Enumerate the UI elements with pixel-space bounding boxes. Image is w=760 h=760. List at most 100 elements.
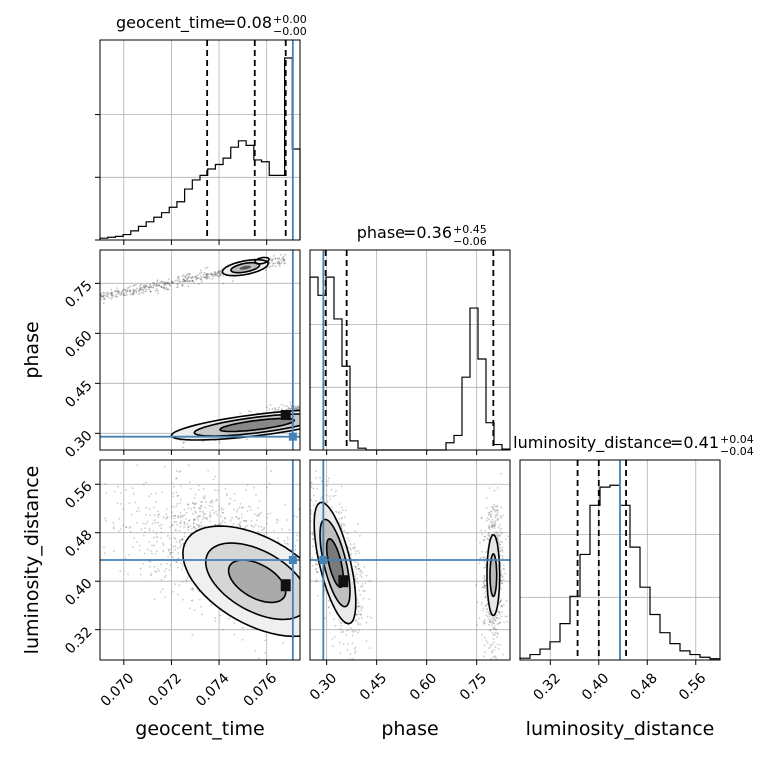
sample-point — [498, 541, 500, 544]
sample-point — [200, 505, 203, 508]
sample-point — [162, 516, 165, 518]
sample-point — [176, 282, 179, 285]
sample-point — [258, 513, 261, 516]
sample-point — [148, 495, 151, 498]
sample-point — [177, 494, 180, 497]
sample-point — [484, 584, 486, 587]
sample-point — [354, 575, 356, 577]
contour-line — [254, 256, 270, 265]
sample-point — [314, 470, 317, 473]
sample-point — [200, 501, 203, 504]
sample-point — [496, 486, 499, 489]
panel-frame — [99, 459, 301, 661]
sample-point — [489, 621, 492, 624]
sample-point — [209, 513, 212, 516]
sample-point — [354, 561, 357, 564]
sample-point — [272, 265, 274, 267]
sample-point — [496, 636, 498, 639]
sample-point — [358, 567, 360, 570]
sample-point — [315, 477, 317, 479]
sample-point — [211, 509, 214, 511]
sample-point — [178, 540, 181, 542]
sample-point — [151, 544, 153, 547]
sample-point — [190, 276, 193, 279]
sample-point — [215, 274, 218, 277]
sample-point — [189, 607, 191, 610]
x-tick-label: 0.56 — [676, 670, 709, 703]
truth-marker — [288, 432, 297, 441]
sample-point — [160, 285, 163, 288]
sample-point — [203, 275, 205, 278]
sample-point — [211, 505, 214, 508]
sample-point — [489, 515, 492, 517]
sample-point — [168, 278, 170, 281]
sample-point — [483, 636, 486, 639]
sample-point — [129, 530, 132, 533]
sample-point — [493, 532, 496, 534]
sample-point — [222, 508, 225, 511]
sample-point — [125, 489, 127, 491]
sample-point — [206, 275, 209, 278]
sample-point — [152, 286, 155, 289]
sample-point — [266, 512, 269, 515]
sample-point — [272, 262, 275, 265]
sample-point — [190, 277, 193, 279]
sample-point — [194, 493, 197, 496]
sample-point — [486, 602, 488, 605]
sample-point — [329, 498, 331, 501]
sample-point — [178, 584, 181, 586]
sample-point — [212, 478, 215, 481]
panel-frame — [99, 249, 301, 451]
sample-point — [257, 515, 259, 518]
sample-point — [104, 483, 106, 485]
sample-point — [273, 530, 275, 532]
sample-point — [218, 509, 221, 511]
sample-point — [499, 530, 501, 533]
sample-point — [341, 628, 344, 631]
sample-point — [360, 569, 362, 572]
sample-point — [482, 621, 485, 624]
sample-point — [195, 278, 197, 281]
sample-point — [491, 506, 494, 508]
sample-point — [277, 408, 280, 411]
hist-title-text: phase — [357, 223, 405, 242]
sample-point — [100, 292, 103, 295]
sample-point — [197, 283, 200, 285]
panel-geocent_time-vs-phase — [100, 250, 300, 450]
sample-point — [185, 512, 188, 514]
sample-point — [115, 289, 118, 292]
sample-point — [482, 577, 485, 580]
sample-point — [121, 290, 124, 293]
sample-point — [156, 568, 159, 570]
sample-point — [175, 477, 178, 480]
sample-point — [359, 574, 362, 576]
sample-point — [120, 528, 122, 530]
sample-point — [166, 282, 169, 284]
sample-point — [497, 538, 499, 541]
sample-point — [217, 270, 220, 272]
sample-point — [478, 617, 481, 619]
sample-point — [155, 492, 158, 495]
sample-point — [204, 501, 207, 503]
sample-point — [180, 514, 182, 517]
sample-point — [147, 286, 150, 289]
sample-point — [484, 596, 487, 599]
sample-point — [498, 621, 501, 624]
sample-point — [136, 541, 139, 543]
sample-point — [172, 282, 175, 285]
sample-point — [211, 499, 214, 502]
sample-point — [340, 517, 343, 520]
sample-point — [356, 605, 358, 608]
sample-point — [284, 262, 286, 265]
sample-point — [296, 516, 298, 518]
sample-point — [210, 500, 213, 503]
sample-point — [200, 278, 203, 281]
sample-point — [171, 282, 174, 284]
sample-point — [280, 262, 282, 265]
sample-point — [167, 282, 170, 284]
sample-point — [257, 657, 260, 660]
sample-point — [205, 275, 208, 277]
sample-point — [195, 502, 198, 504]
sample-point — [483, 592, 486, 595]
sample-point — [283, 405, 286, 407]
